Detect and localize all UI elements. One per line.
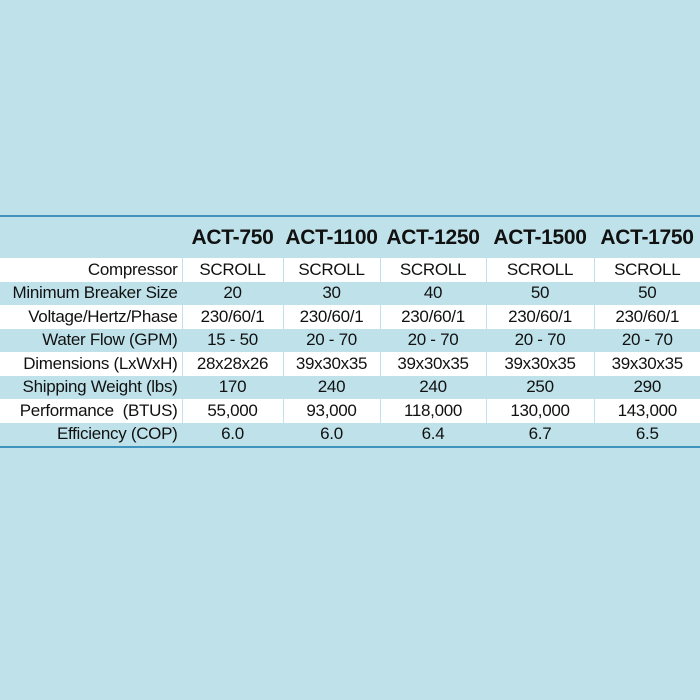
table-cell: 170 — [181, 375, 283, 399]
table-cell: 230/60/1 — [181, 305, 283, 329]
table-cell: 39x30x35 — [593, 352, 700, 376]
table-cell: SCROLL — [181, 258, 283, 282]
table-cell: 230/60/1 — [282, 305, 380, 329]
table-cell: 20 - 70 — [593, 328, 700, 352]
table-cell: 28x28x26 — [181, 352, 283, 376]
table-cell: 6.0 — [282, 422, 380, 447]
table-cell: SCROLL — [379, 258, 486, 282]
table-cell: 118,000 — [379, 399, 486, 423]
row-label: Performance (BTUS) — [0, 399, 182, 423]
row-label: Water Flow (GPM) — [0, 328, 182, 352]
table-row: Compressor SCROLL SCROLL SCROLL SCROLL S… — [0, 258, 700, 282]
table-row: Voltage/Hertz/Phase 230/60/1 230/60/1 23… — [0, 305, 700, 329]
model-header: ACT-750 — [182, 216, 283, 258]
spec-table: ACT-750 ACT-1100 ACT-1250 ACT-1500 ACT-1… — [0, 215, 700, 448]
table-cell: 30 — [282, 281, 380, 305]
table-cell: 20 - 70 — [282, 328, 380, 352]
row-label: Shipping Weight (lbs) — [0, 375, 182, 399]
table-cell: 39x30x35 — [485, 352, 594, 376]
table-cell: 6.7 — [485, 422, 594, 447]
table-cell: 55,000 — [181, 399, 283, 423]
table-row: Minimum Breaker Size 20 30 40 50 50 — [0, 281, 700, 305]
table-cell: 39x30x35 — [379, 352, 486, 376]
table-cell: SCROLL — [282, 258, 380, 282]
table-cell: 250 — [485, 375, 594, 399]
table-cell: 20 — [181, 281, 283, 305]
header-corner — [0, 216, 182, 258]
table-cell: 6.5 — [593, 422, 700, 447]
table-cell: 290 — [593, 375, 700, 399]
table-cell: 6.0 — [181, 422, 283, 447]
table-cell: 230/60/1 — [379, 305, 486, 329]
row-label: Dimensions (LxWxH) — [0, 352, 182, 376]
table-cell: SCROLL — [593, 258, 700, 282]
row-label: Efficiency (COP) — [0, 422, 182, 447]
header-row: ACT-750 ACT-1100 ACT-1250 ACT-1500 ACT-1… — [0, 216, 700, 258]
table-cell: 230/60/1 — [593, 305, 700, 329]
row-label: Minimum Breaker Size — [0, 281, 182, 305]
model-header: ACT-1250 — [380, 216, 486, 258]
table-cell: 230/60/1 — [485, 305, 594, 329]
table-cell: 50 — [485, 281, 594, 305]
table-row: Shipping Weight (lbs) 170 240 240 250 29… — [0, 375, 700, 399]
table-cell: 93,000 — [282, 399, 380, 423]
table-cell: 39x30x35 — [282, 352, 380, 376]
table-cell: 20 - 70 — [485, 328, 594, 352]
table-cell: 130,000 — [485, 399, 594, 423]
table-cell: 240 — [282, 375, 380, 399]
table-cell: 20 - 70 — [379, 328, 486, 352]
row-label: Voltage/Hertz/Phase — [0, 305, 182, 329]
row-label: Compressor — [0, 258, 182, 282]
table-cell: SCROLL — [485, 258, 594, 282]
table-cell: 50 — [593, 281, 700, 305]
table-cell: 15 - 50 — [181, 328, 283, 352]
table-cell: 40 — [379, 281, 486, 305]
model-header: ACT-1100 — [283, 216, 380, 258]
table-row: Dimensions (LxWxH) 28x28x26 39x30x35 39x… — [0, 352, 700, 376]
table-row: Water Flow (GPM) 15 - 50 20 - 70 20 - 70… — [0, 328, 700, 352]
table-cell: 240 — [379, 375, 486, 399]
model-header: ACT-1750 — [594, 216, 700, 258]
table-cell: 143,000 — [593, 399, 700, 423]
table-row: Performance (BTUS) 55,000 93,000 118,000… — [0, 399, 700, 423]
table-cell: 6.4 — [379, 422, 486, 447]
table-row: Efficiency (COP) 6.0 6.0 6.4 6.7 6.5 — [0, 422, 700, 447]
model-header: ACT-1500 — [486, 216, 594, 258]
